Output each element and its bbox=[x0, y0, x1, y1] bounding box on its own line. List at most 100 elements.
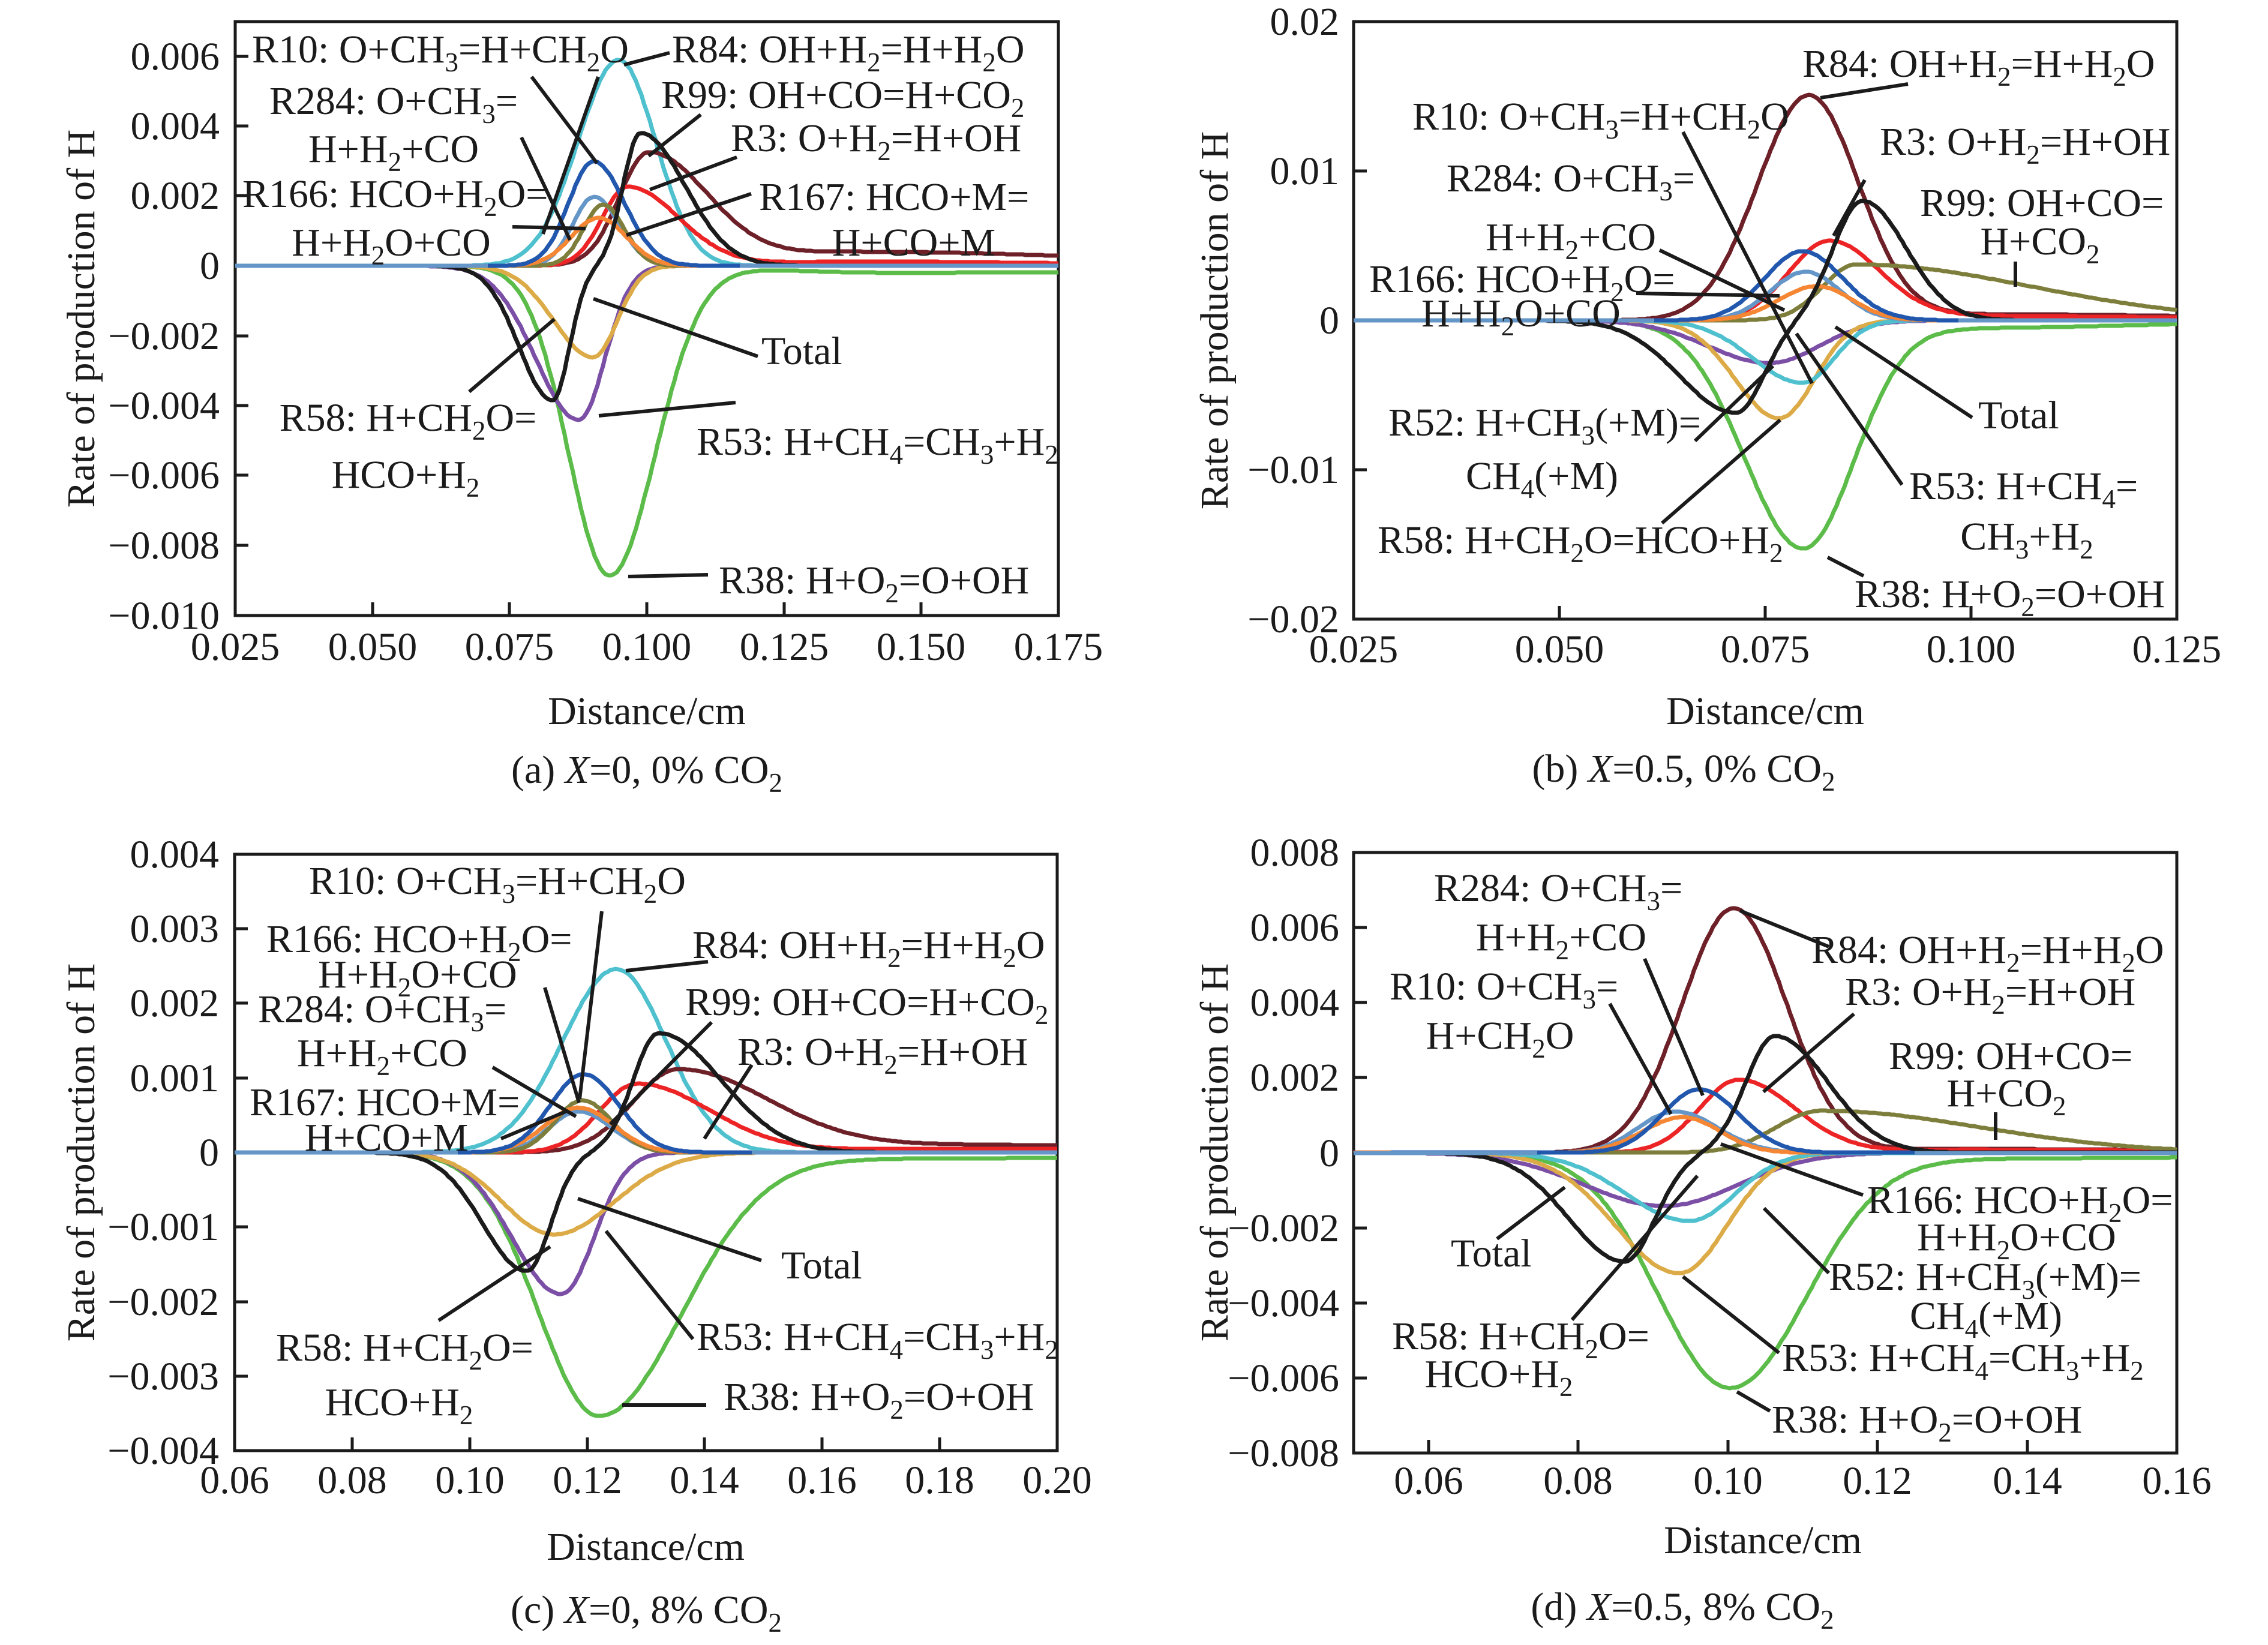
svg-text:−0.01: −0.01 bbox=[1247, 448, 1339, 492]
svg-text:H+H2​O+CO: H+H2​O+CO bbox=[1421, 292, 1621, 341]
svg-text:−0.02: −0.02 bbox=[1247, 598, 1339, 641]
svg-text:−0.002: −0.002 bbox=[107, 1280, 219, 1324]
svg-text:Distance/cm: Distance/cm bbox=[548, 689, 746, 733]
svg-text:0.18: 0.18 bbox=[905, 1458, 974, 1502]
svg-text:R284: O+CH3​=: R284: O+CH3​= bbox=[1447, 157, 1695, 206]
svg-text:0: 0 bbox=[199, 1131, 219, 1175]
svg-text:CH4​(+M): CH4​(+M) bbox=[1910, 1294, 2062, 1344]
svg-text:0.125: 0.125 bbox=[740, 625, 829, 669]
svg-text:0.001: 0.001 bbox=[130, 1056, 220, 1100]
svg-text:R53: H+CH4​=CH3​+H2​: R53: H+CH4​=CH3​+H2​ bbox=[697, 420, 1058, 470]
svg-text:0.100: 0.100 bbox=[1927, 628, 2016, 671]
svg-text:0.06: 0.06 bbox=[1394, 1459, 1463, 1503]
svg-text:R38: H+O2​=O+OH: R38: H+O2​=O+OH bbox=[1772, 1398, 2082, 1448]
svg-text:−0.008: −0.008 bbox=[108, 524, 220, 568]
svg-text:R99: OH+CO=: R99: OH+CO= bbox=[1920, 181, 2164, 225]
svg-text:0.10: 0.10 bbox=[435, 1458, 505, 1502]
svg-text:R3: O+H2​=H+OH: R3: O+H2​=H+OH bbox=[1880, 120, 2170, 170]
svg-text:(d) X=0.5, 8% CO2​: (d) X=0.5, 8% CO2​ bbox=[1531, 1585, 1834, 1635]
svg-text:0.10: 0.10 bbox=[1693, 1459, 1763, 1503]
svg-text:0.004: 0.004 bbox=[1250, 981, 1340, 1025]
svg-text:−0.006: −0.006 bbox=[1228, 1356, 1339, 1400]
svg-text:−0.002: −0.002 bbox=[108, 314, 220, 358]
svg-text:−0.004: −0.004 bbox=[107, 1429, 219, 1473]
svg-text:H+CO+M: H+CO+M bbox=[305, 1116, 468, 1160]
svg-text:R166: HCO+H2​O=: R166: HCO+H2​O= bbox=[266, 917, 572, 967]
svg-text:R53: H+CH4​=CH3​+H2​: R53: H+CH4​=CH3​+H2​ bbox=[697, 1315, 1058, 1365]
svg-text:−0.001: −0.001 bbox=[107, 1205, 219, 1249]
svg-text:0.125: 0.125 bbox=[2132, 628, 2222, 671]
svg-text:0.003: 0.003 bbox=[130, 907, 220, 951]
svg-text:0.16: 0.16 bbox=[2142, 1459, 2212, 1503]
svg-text:0.050: 0.050 bbox=[1515, 628, 1604, 671]
svg-text:H+H2​O+CO: H+H2​O+CO bbox=[318, 953, 517, 1002]
svg-text:R38: H+O2​=O+OH: R38: H+O2​=O+OH bbox=[724, 1375, 1034, 1425]
svg-text:0.14: 0.14 bbox=[670, 1458, 739, 1502]
svg-text:R84: OH+H2​=H+H2​O: R84: OH+H2​=H+H2​O bbox=[1802, 42, 2155, 92]
svg-text:R58: H+CH2​O=: R58: H+CH2​O= bbox=[276, 1326, 533, 1376]
svg-text:R166: HCO+H2​O=: R166: HCO+H2​O= bbox=[1369, 257, 1675, 307]
svg-text:Rate of production of H: Rate of production of H bbox=[59, 963, 103, 1342]
svg-text:0.100: 0.100 bbox=[602, 625, 692, 669]
svg-text:Total: Total bbox=[761, 329, 842, 373]
svg-text:0.02: 0.02 bbox=[1270, 0, 1340, 44]
svg-text:R3: O+H2​=H+OH: R3: O+H2​=H+OH bbox=[731, 116, 1021, 166]
svg-text:H+CO2​: H+CO2​ bbox=[1980, 220, 2099, 269]
svg-text:R53: H+CH4​=CH3​+H2​: R53: H+CH4​=CH3​+H2​ bbox=[1782, 1336, 2144, 1386]
svg-text:−0.004: −0.004 bbox=[108, 384, 220, 428]
svg-text:R10: O+CH3​=H+CH2​O: R10: O+CH3​=H+CH2​O bbox=[309, 859, 686, 909]
svg-text:Total: Total bbox=[781, 1244, 862, 1287]
svg-text:0.004: 0.004 bbox=[130, 833, 220, 876]
svg-text:R10: O+CH3​=H+CH2​O: R10: O+CH3​=H+CH2​O bbox=[252, 28, 629, 77]
svg-text:R99: OH+CO=H+CO2​: R99: OH+CO=H+CO2​ bbox=[685, 980, 1048, 1030]
svg-text:R3: O+H2​=H+OH: R3: O+H2​=H+OH bbox=[1845, 970, 2135, 1020]
svg-text:0.12: 0.12 bbox=[553, 1458, 622, 1502]
svg-text:R52: H+CH3​(+M)=: R52: H+CH3​(+M)= bbox=[1829, 1255, 2141, 1305]
svg-text:H+CO2​: H+CO2​ bbox=[1946, 1071, 2066, 1121]
svg-text:−0.010: −0.010 bbox=[108, 594, 220, 638]
svg-text:0.08: 0.08 bbox=[317, 1458, 387, 1502]
svg-text:Total: Total bbox=[1451, 1232, 1532, 1275]
svg-text:R53: H+CH4​=: R53: H+CH4​= bbox=[1909, 464, 2138, 514]
svg-text:0.050: 0.050 bbox=[328, 625, 418, 669]
svg-text:R52: H+CH3​(+M)=: R52: H+CH3​(+M)= bbox=[1388, 401, 1701, 451]
svg-text:H+H2​O+CO: H+H2​O+CO bbox=[1917, 1215, 2116, 1265]
svg-text:Distance/cm: Distance/cm bbox=[1666, 689, 1864, 733]
svg-text:0.06: 0.06 bbox=[200, 1458, 269, 1502]
svg-text:0.08: 0.08 bbox=[1543, 1459, 1613, 1503]
svg-text:Total: Total bbox=[1978, 394, 2059, 437]
svg-text:H+CH2​O: H+CH2​O bbox=[1426, 1014, 1574, 1064]
svg-text:0.002: 0.002 bbox=[130, 981, 220, 1025]
svg-text:0.002: 0.002 bbox=[131, 174, 220, 218]
svg-text:R166: HCO+H2​O=: R166: HCO+H2​O= bbox=[1867, 1178, 2173, 1228]
svg-text:R10: O+CH3​=: R10: O+CH3​= bbox=[1390, 965, 1618, 1014]
svg-text:0: 0 bbox=[1319, 299, 1339, 343]
svg-text:0.075: 0.075 bbox=[1721, 628, 1810, 671]
svg-text:0.002: 0.002 bbox=[1250, 1056, 1340, 1100]
svg-text:R58: H+CH2​O=: R58: H+CH2​O= bbox=[280, 396, 537, 446]
svg-text:−0.008: −0.008 bbox=[1228, 1431, 1339, 1475]
svg-text:0.004: 0.004 bbox=[131, 104, 220, 148]
svg-text:R38: H+O2​=O+OH: R38: H+O2​=O+OH bbox=[719, 559, 1029, 608]
svg-text:0.006: 0.006 bbox=[1250, 906, 1340, 950]
svg-text:0.14: 0.14 bbox=[1993, 1459, 2062, 1503]
svg-text:−0.004: −0.004 bbox=[1228, 1281, 1339, 1325]
svg-text:R84: OH+H2​=H+H2​O: R84: OH+H2​=H+H2​O bbox=[672, 28, 1025, 77]
svg-text:R84: OH+H2​=H+H2​O: R84: OH+H2​=H+H2​O bbox=[1811, 928, 2164, 978]
svg-text:R99: OH+CO=: R99: OH+CO= bbox=[1889, 1034, 2132, 1078]
svg-text:0.075: 0.075 bbox=[465, 625, 554, 669]
svg-text:−0.003: −0.003 bbox=[107, 1355, 219, 1398]
svg-text:0.006: 0.006 bbox=[131, 35, 220, 79]
svg-text:0.16: 0.16 bbox=[787, 1458, 857, 1502]
svg-text:R10: O+CH3​=H+CH2​O: R10: O+CH3​=H+CH2​O bbox=[1412, 95, 1789, 145]
svg-text:R167: HCO+M=: R167: HCO+M= bbox=[759, 175, 1029, 219]
svg-text:HCO+H2​: HCO+H2​ bbox=[325, 1380, 473, 1430]
svg-text:Rate of production of H: Rate of production of H bbox=[59, 130, 103, 508]
svg-text:HCO+H2​: HCO+H2​ bbox=[1425, 1352, 1573, 1402]
svg-text:Distance/cm: Distance/cm bbox=[547, 1525, 745, 1569]
svg-text:0.008: 0.008 bbox=[1250, 831, 1340, 875]
svg-text:Distance/cm: Distance/cm bbox=[1664, 1518, 1862, 1562]
svg-text:0.150: 0.150 bbox=[877, 625, 966, 669]
svg-text:R3: O+H2​=H+OH: R3: O+H2​=H+OH bbox=[737, 1030, 1028, 1080]
svg-text:R38: H+O2​=O+OH: R38: H+O2​=O+OH bbox=[1855, 572, 2165, 622]
